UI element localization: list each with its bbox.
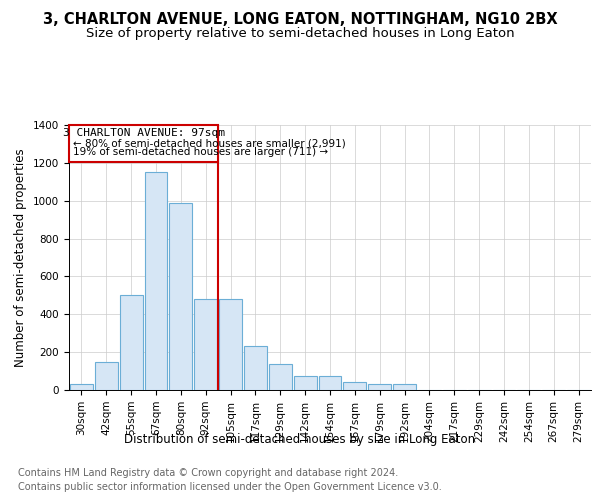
Bar (319, 376, 341, 390)
Bar (244, 346, 267, 390)
Bar (95, 362, 118, 390)
Text: 19% of semi-detached houses are larger (711) →: 19% of semi-detached houses are larger (… (73, 147, 328, 157)
Y-axis label: Number of semi-detached properties: Number of semi-detached properties (14, 148, 28, 367)
Text: Contains HM Land Registry data © Crown copyright and database right 2024.: Contains HM Land Registry data © Crown c… (18, 468, 398, 477)
FancyBboxPatch shape (69, 125, 218, 162)
Text: Distribution of semi-detached houses by size in Long Eaton: Distribution of semi-detached houses by … (124, 432, 476, 446)
Bar (368, 384, 391, 390)
Bar (294, 376, 317, 390)
Bar (393, 384, 416, 390)
Bar (343, 382, 366, 390)
Text: ← 80% of semi-detached houses are smaller (2,991): ← 80% of semi-detached houses are smalle… (73, 138, 346, 148)
Bar (269, 364, 292, 390)
Text: Contains public sector information licensed under the Open Government Licence v3: Contains public sector information licen… (18, 482, 442, 492)
Text: Size of property relative to semi-detached houses in Long Eaton: Size of property relative to semi-detach… (86, 28, 514, 40)
Text: 3, CHARLTON AVENUE, LONG EATON, NOTTINGHAM, NG10 2BX: 3, CHARLTON AVENUE, LONG EATON, NOTTINGH… (43, 12, 557, 28)
Bar (145, 172, 167, 390)
Bar (194, 299, 217, 390)
Bar (120, 296, 143, 390)
Bar (219, 299, 242, 390)
Text: 3 CHARLTON AVENUE: 97sqm: 3 CHARLTON AVENUE: 97sqm (62, 128, 224, 138)
Bar (169, 202, 192, 390)
Bar (70, 384, 93, 390)
